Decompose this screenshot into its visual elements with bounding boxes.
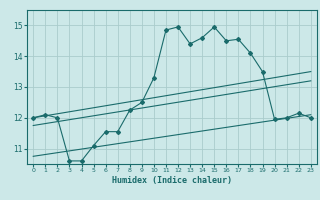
X-axis label: Humidex (Indice chaleur): Humidex (Indice chaleur) [112,176,232,185]
